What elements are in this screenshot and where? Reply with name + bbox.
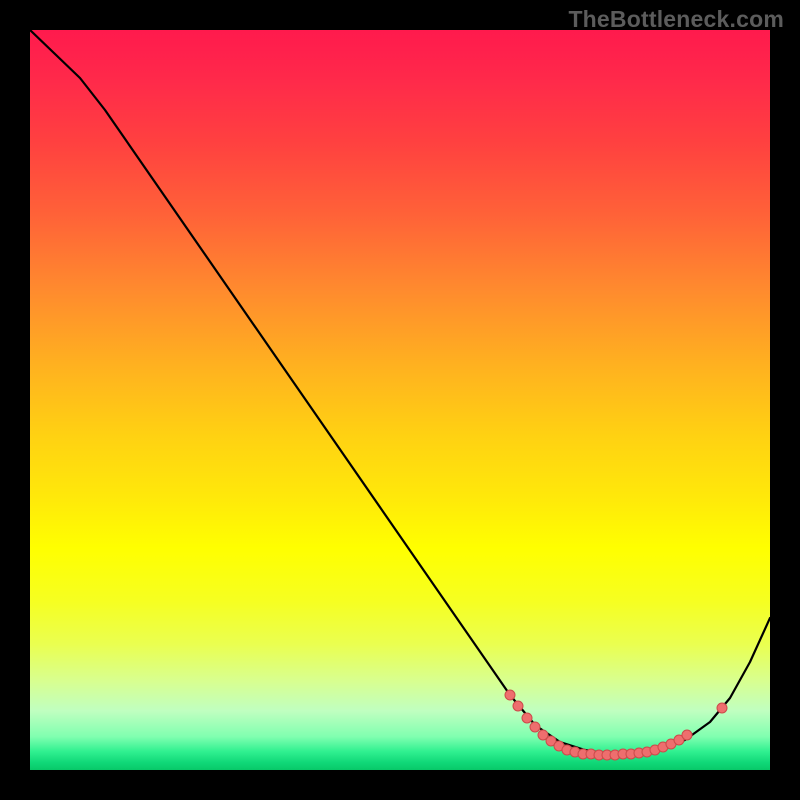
marker-point — [717, 703, 727, 713]
marker-point — [682, 730, 692, 740]
plot-svg — [30, 30, 770, 770]
chart-container: TheBottleneck.com — [0, 0, 800, 800]
plot-area — [30, 30, 770, 770]
marker-point — [505, 690, 515, 700]
marker-point — [530, 722, 540, 732]
marker-point — [522, 713, 532, 723]
watermark-text: TheBottleneck.com — [568, 6, 784, 33]
gradient-background — [30, 30, 770, 770]
marker-point — [513, 701, 523, 711]
